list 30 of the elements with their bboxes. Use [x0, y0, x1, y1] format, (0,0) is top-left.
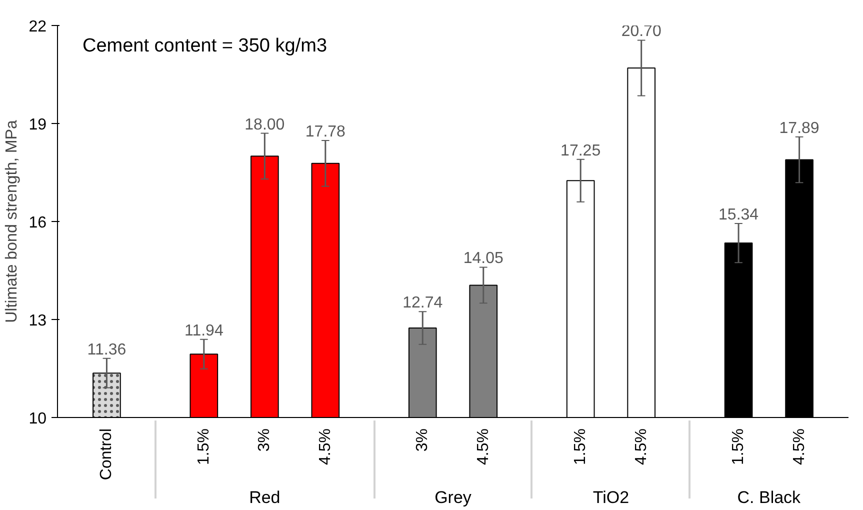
x-tick-label: 3%: [414, 428, 432, 452]
x-tick-label: 1.5%: [730, 428, 748, 465]
data-label: 18.00: [244, 116, 285, 134]
text: Red: [249, 488, 280, 508]
x-tick-label: 4.5%: [316, 428, 334, 465]
data-label: 14.05: [463, 250, 504, 268]
text: C. Black: [737, 488, 802, 508]
annotation: Cement content = 350 kg/m3: [82, 36, 328, 56]
data-label: 17.78: [305, 123, 346, 140]
y-tick-label: 22: [28, 18, 47, 36]
x-tick-label: 1.5%: [572, 428, 590, 465]
y-tick-label: 13: [28, 312, 47, 330]
x-tick-label: 3%: [256, 428, 274, 452]
x-tick-label: 1.5%: [195, 428, 212, 465]
data-label: 17.89: [779, 120, 820, 137]
y-tick-label: 16: [28, 214, 47, 232]
x-tick-label: 4.5%: [790, 428, 808, 465]
data-label: 12.74: [402, 294, 443, 312]
data-label: 15.34: [718, 206, 759, 224]
y-tick-label: 10: [28, 410, 47, 428]
text: Grey: [434, 488, 472, 508]
x-tick-label: 4.5%: [632, 428, 650, 465]
y-tick-label: 19: [28, 116, 47, 134]
data-label: 11.94: [184, 322, 224, 340]
x-tick-label: 4.5%: [474, 428, 492, 465]
data-label: 11.36: [87, 341, 126, 358]
y-axis-title: Ultimate bond strength, MPa: [4, 120, 21, 323]
data-label: 17.25: [560, 142, 601, 160]
text: TiO2: [592, 488, 630, 508]
x-tick-label: Control: [98, 428, 116, 480]
